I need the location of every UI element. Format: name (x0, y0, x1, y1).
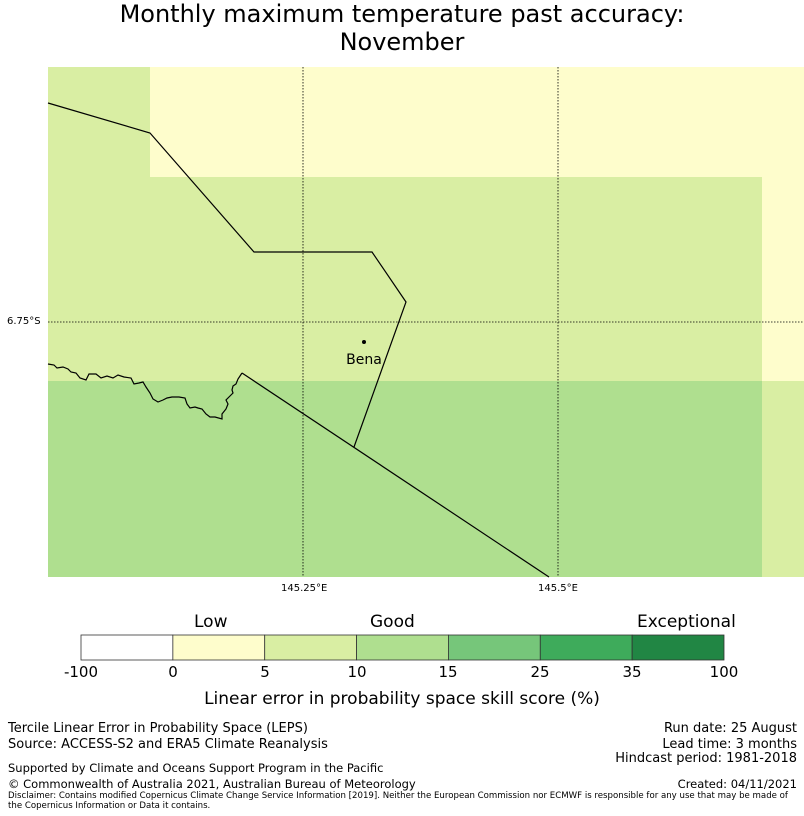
colorbar-segment (631, 634, 725, 661)
category-exceptional: Exceptional (637, 612, 736, 632)
run-date: Run date: 25 August (663, 721, 797, 736)
lon-label-145-25e: 145.25°E (281, 583, 328, 594)
colorbar-segment (539, 634, 633, 661)
colorbar-tick: 10 (347, 663, 367, 681)
border-line (241, 372, 550, 578)
lon-label-145-5e: 145.5°E (538, 583, 578, 594)
category-good: Good (370, 612, 415, 632)
hindcast-period: Hindcast period: 1981-2018 (615, 751, 797, 766)
grid-cell-good-low (762, 381, 804, 577)
colorbar-tick: 25 (530, 663, 550, 681)
title-line-2: November (339, 28, 465, 56)
colorbar-segment (448, 634, 541, 661)
colorbar-title: Linear error in probability space skill … (204, 689, 600, 709)
grid-cell-good-low (48, 177, 762, 381)
colorbar-tick: -100 (63, 663, 99, 681)
colorbar (80, 634, 725, 661)
border-line (47, 363, 243, 420)
colorbar-tick: 5 (260, 663, 270, 681)
disclaimer: Disclaimer: Contains modified Copernicus… (8, 791, 788, 811)
chart-title: Monthly maximum temperature past accurac… (0, 0, 804, 56)
graticule (48, 67, 804, 577)
lead-time: Lead time: 3 months (662, 737, 797, 752)
bena-marker (362, 340, 366, 344)
colorbar-tick: 0 (168, 663, 178, 681)
footer-support: Supported by Climate and Oceans Support … (8, 761, 384, 775)
grid-cells (48, 67, 804, 577)
colorbar-segment (80, 634, 174, 661)
grid-cell-low (150, 67, 804, 177)
grid-cell-good-high (48, 381, 762, 577)
title-line-1: Monthly maximum temperature past accurac… (119, 0, 685, 28)
colorbar-segment (264, 634, 357, 661)
grid-cell-low (762, 177, 804, 381)
colorbar-tick: 100 (709, 663, 739, 681)
category-low: Low (194, 612, 228, 632)
colorbar-segment (172, 634, 266, 661)
province-borders (47, 102, 550, 578)
footer-copyright: © Commonwealth of Australia 2021, Austra… (8, 777, 416, 791)
colorbar-segment (356, 634, 449, 661)
colorbar-tick: 15 (438, 663, 458, 681)
border-line (47, 102, 407, 448)
created-date: Created: 04/11/2021 (677, 777, 797, 791)
footer-source: Source: ACCESS-S2 and ERA5 Climate Reana… (8, 737, 328, 752)
colorbar-tick: 35 (622, 663, 642, 681)
grid-cell-good-low (48, 67, 150, 177)
lat-label-6-75s: 6.75°S (7, 316, 41, 327)
bena-label: Bena (346, 352, 382, 368)
footer-product: Tercile Linear Error in Probability Spac… (8, 721, 308, 736)
